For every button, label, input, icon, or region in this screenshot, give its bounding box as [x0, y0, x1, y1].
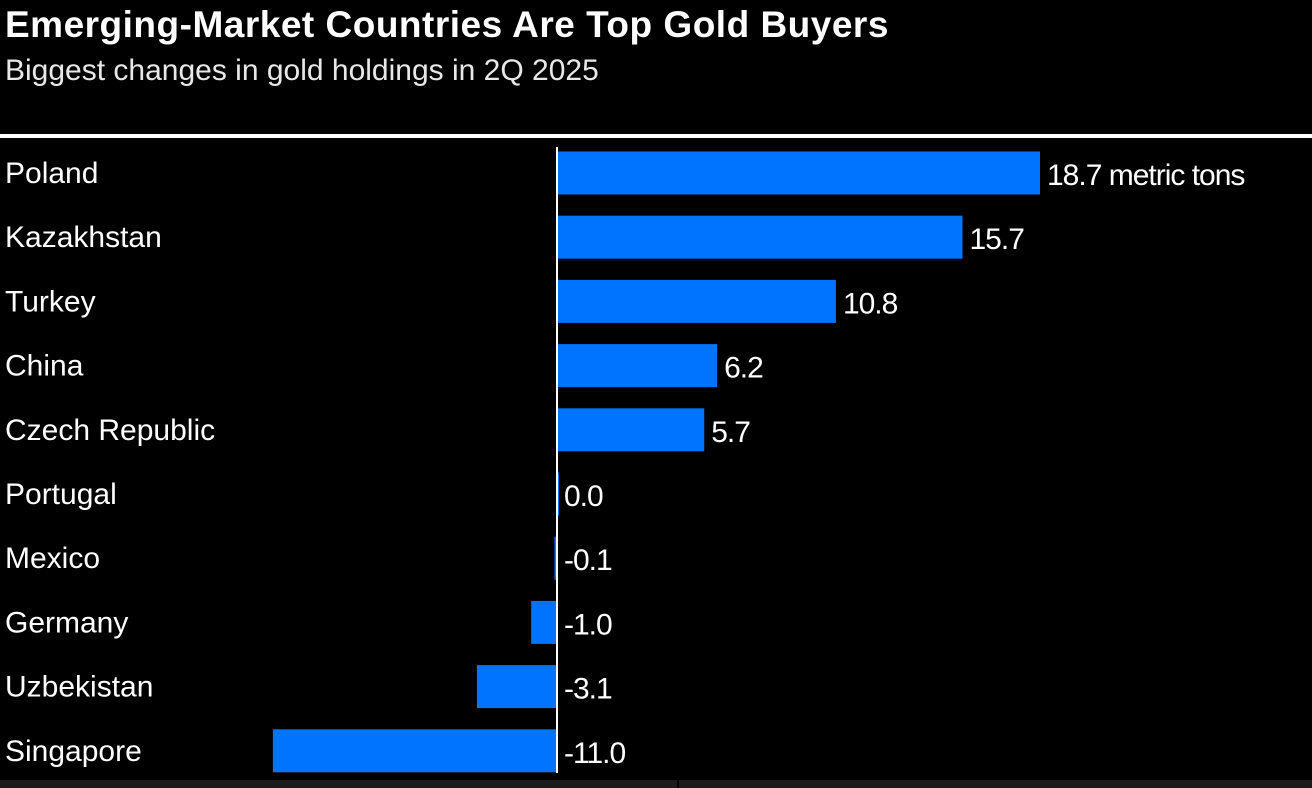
bar-germany [531, 600, 557, 644]
category-label: Kazakhstan [5, 221, 162, 254]
bar-kazakhstan [557, 215, 963, 259]
data-label: 18.7 metric tons [1047, 159, 1244, 192]
data-label: 15.7 [970, 223, 1025, 256]
data-label: 6.2 [724, 352, 763, 385]
bar-turkey [557, 279, 836, 323]
data-label: 5.7 [711, 416, 750, 449]
data-label: -11.0 [564, 737, 625, 770]
category-label: Singapore [5, 735, 142, 768]
data-label: -1.0 [564, 608, 612, 641]
category-label: China [5, 350, 84, 383]
category-label: Germany [5, 606, 128, 639]
category-label: Turkey [5, 285, 96, 318]
bar-uzbekistan [476, 665, 557, 709]
bar-china [557, 344, 718, 388]
bar-poland [557, 151, 1040, 195]
chart-title: Emerging-Market Countries Are Top Gold B… [5, 4, 889, 45]
category-label: Uzbekistan [5, 671, 153, 704]
category-label: Czech Republic [5, 414, 215, 447]
bar-singapore [272, 729, 557, 773]
bar-mexico [554, 536, 557, 580]
data-label: -3.1 [564, 673, 612, 706]
data-label: 0.0 [564, 480, 603, 513]
bar-czech-republic [557, 408, 705, 452]
footer-bar [0, 780, 1312, 788]
category-label: Poland [5, 157, 98, 190]
chart-subtitle: Biggest changes in gold holdings in 2Q 2… [5, 54, 599, 87]
category-label: Portugal [5, 478, 117, 511]
data-label: -0.1 [564, 544, 612, 577]
title-divider [0, 134, 1312, 138]
footer-divider [677, 780, 679, 788]
category-label: Mexico [5, 542, 100, 575]
data-label: 10.8 [843, 287, 898, 320]
